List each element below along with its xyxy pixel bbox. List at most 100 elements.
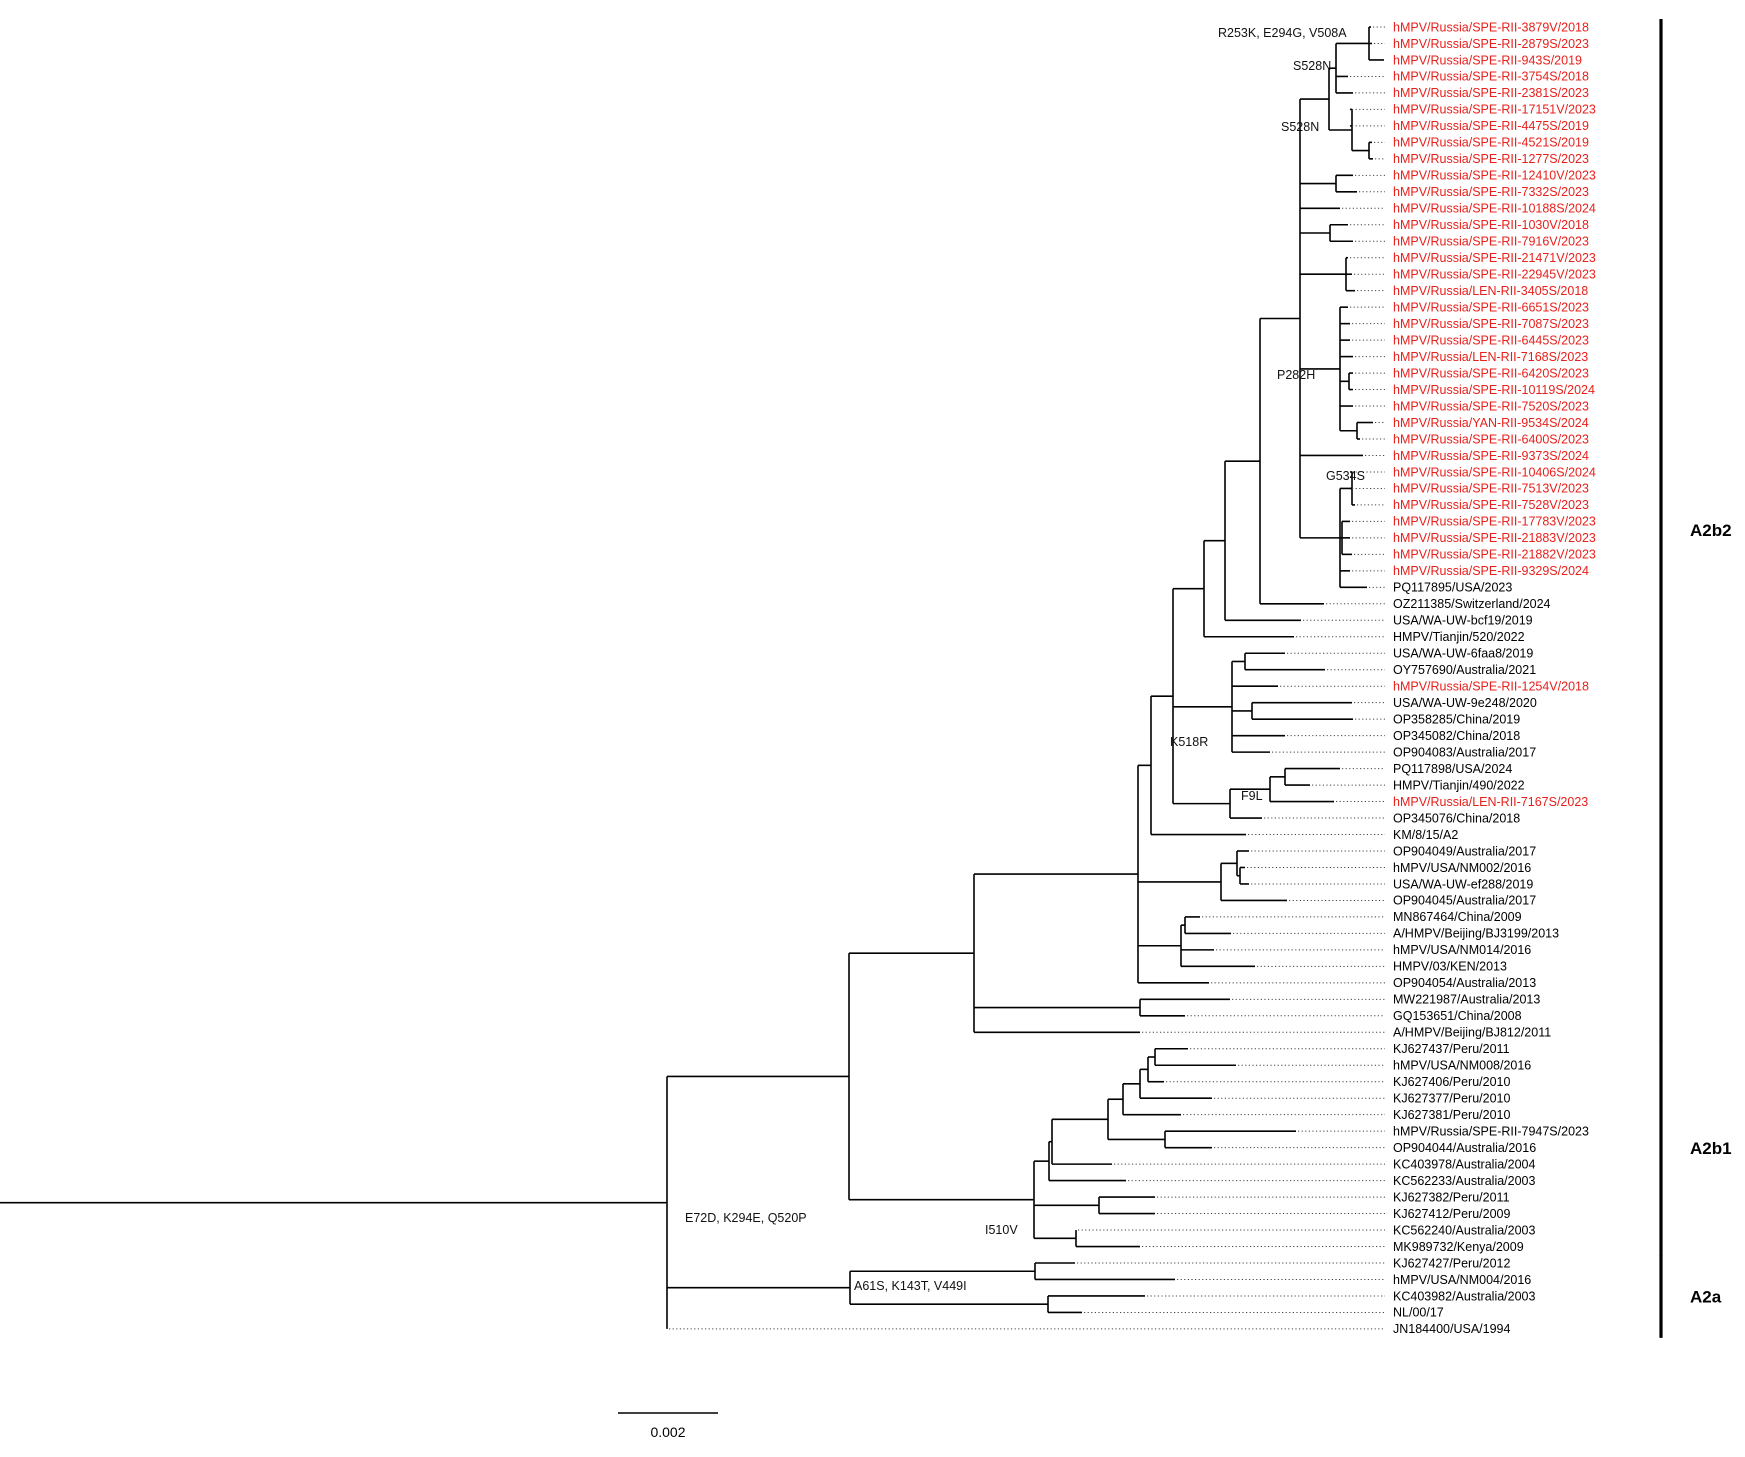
- leaf-label-highlighted: hMPV/Russia/SPE-RII-12410V/2023: [1393, 169, 1596, 183]
- mutation-label: A61S, K143T, V449I: [854, 1279, 967, 1293]
- leaf-label: OP904083/Australia/2017: [1393, 745, 1536, 759]
- leaf-label: JN184400/USA/1994: [1393, 1322, 1510, 1336]
- leaf-label-highlighted: hMPV/Russia/SPE-RII-1030V/2018: [1393, 218, 1589, 232]
- mutation-labels: R253K, E294G, V508A S528N S528N P282H G5…: [685, 26, 1365, 1293]
- leaf-label-highlighted: hMPV/Russia/LEN-RII-7167S/2023: [1393, 795, 1588, 809]
- leaf-label: OP904054/Australia/2013: [1393, 976, 1536, 990]
- leaf-label: GQ153651/China/2008: [1393, 1009, 1522, 1023]
- leaf-label: MW221987/Australia/2013: [1393, 993, 1540, 1007]
- leaf-label: KJ627437/Peru/2011: [1393, 1042, 1510, 1056]
- leaf-label: OP904045/Australia/2017: [1393, 894, 1536, 908]
- leaf-label: MK989732/Kenya/2009: [1393, 1240, 1524, 1254]
- leaf-label: KC562240/Australia/2003: [1393, 1223, 1536, 1237]
- leaf-label: PQ117895/USA/2023: [1393, 581, 1512, 595]
- leaf-label: KJ627427/Peru/2012: [1393, 1256, 1511, 1270]
- tree-branches: [0, 26, 1384, 1329]
- mutation-label: G534S: [1326, 469, 1365, 483]
- clade-brackets: A2b2 A2b1 A2a: [1659, 19, 1732, 1338]
- mutation-label: F9L: [1241, 789, 1263, 803]
- leaf-label: OP345076/China/2018: [1393, 811, 1520, 825]
- leaf-label: hMPV/USA/NM002/2016: [1393, 861, 1531, 875]
- leaf-label: HMPV/Tianjin/490/2022: [1393, 778, 1525, 792]
- leaf-label: OZ211385/Switzerland/2024: [1393, 597, 1551, 611]
- leaf-label-highlighted: hMPV/Russia/LEN-RII-7168S/2023: [1393, 350, 1588, 364]
- leaf-label: A/HMPV/Beijing/BJ3199/2013: [1393, 927, 1559, 941]
- leaf-label: USA/WA-UW-6faa8/2019: [1393, 647, 1533, 661]
- leaf-label-highlighted: hMPV/Russia/SPE-RII-7520S/2023: [1393, 399, 1589, 413]
- mutation-label: I510V: [985, 1223, 1018, 1237]
- leaf-label-highlighted: hMPV/Russia/SPE-RII-7528V/2023: [1393, 498, 1589, 512]
- mutation-label: S528N: [1281, 120, 1319, 134]
- leaf-label: USA/WA-UW-ef288/2019: [1393, 877, 1533, 891]
- leaf-label-highlighted: hMPV/Russia/SPE-RII-7916V/2023: [1393, 235, 1589, 249]
- leaf-label-highlighted: hMPV/Russia/SPE-RII-6400S/2023: [1393, 432, 1589, 446]
- leaf-label-highlighted: hMPV/Russia/SPE-RII-2879S/2023: [1393, 37, 1589, 51]
- leaf-label: KC403982/Australia/2003: [1393, 1289, 1536, 1303]
- leaf-label-highlighted: hMPV/Russia/SPE-RII-17151V/2023: [1393, 103, 1596, 117]
- leaf-label-highlighted: hMPV/Russia/SPE-RII-7087S/2023: [1393, 317, 1589, 331]
- leaf-label: USA/WA-UW-bcf19/2019: [1393, 614, 1533, 628]
- leaf-label: HMPV/03/KEN/2013: [1393, 960, 1507, 974]
- leaf-label-highlighted: hMPV/Russia/SPE-RII-6445S/2023: [1393, 333, 1589, 347]
- leaf-label-highlighted: hMPV/Russia/SPE-RII-4475S/2019: [1393, 119, 1589, 133]
- leaf-label: hMPV/USA/NM008/2016: [1393, 1059, 1531, 1073]
- leaf-label: OP904044/Australia/2016: [1393, 1141, 1536, 1155]
- leaf-label-highlighted: hMPV/Russia/YAN-RII-9534S/2024: [1393, 416, 1589, 430]
- leaf-label-highlighted: hMPV/Russia/SPE-RII-2381S/2023: [1393, 86, 1589, 100]
- leaf-label: HMPV/Tianjin/520/2022: [1393, 630, 1525, 644]
- leaf-label: NL/00/17: [1393, 1306, 1444, 1320]
- leaf-label: OY757690/Australia/2021: [1393, 663, 1536, 677]
- leaf-label-highlighted: hMPV/Russia/SPE-RII-10188S/2024: [1393, 202, 1596, 216]
- leaf-label: USA/WA-UW-9e248/2020: [1393, 696, 1537, 710]
- leaf-label-highlighted: hMPV/Russia/SPE-RII-10119S/2024: [1393, 383, 1595, 397]
- leaf-label-highlighted: hMPV/Russia/SPE-RII-1277S/2023: [1393, 152, 1589, 166]
- leaf-label-highlighted: hMPV/Russia/SPE-RII-943S/2019: [1393, 53, 1582, 67]
- leaf-label-highlighted: hMPV/Russia/SPE-RII-6651S/2023: [1393, 300, 1589, 314]
- leaf-label: A/HMPV/Beijing/BJ812/2011: [1393, 1026, 1551, 1040]
- leaf-label-highlighted: hMPV/Russia/SPE-RII-1254V/2018: [1393, 680, 1589, 694]
- mutation-label: R253K, E294G, V508A: [1218, 26, 1347, 40]
- leaf-label-highlighted: hMPV/Russia/SPE-RII-21471V/2023: [1393, 251, 1596, 265]
- mutation-label: E72D, K294E, Q520P: [685, 1211, 807, 1225]
- leaf-label-highlighted: hMPV/Russia/SPE-RII-4521S/2019: [1393, 136, 1589, 150]
- clade-label: A2b1: [1690, 1139, 1732, 1158]
- mutation-label: K518R: [1170, 735, 1208, 749]
- leaf-label-highlighted: hMPV/Russia/SPE-RII-6420S/2023: [1393, 366, 1589, 380]
- leaf-label: KJ627382/Peru/2011: [1393, 1190, 1510, 1204]
- leaf-label-highlighted: hMPV/Russia/SPE-RII-10406S/2024: [1393, 465, 1596, 479]
- leaf-label: MN867464/China/2009: [1393, 910, 1522, 924]
- leaf-label: KJ627412/Peru/2009: [1393, 1207, 1511, 1221]
- clade-label: A2a: [1690, 1287, 1722, 1306]
- leaf-label: KJ627381/Peru/2010: [1393, 1108, 1511, 1122]
- leaf-label-highlighted: hMPV/Russia/SPE-RII-21883V/2023: [1393, 531, 1596, 545]
- leaf-label: OP345082/China/2018: [1393, 729, 1520, 743]
- scale-bar-label: 0.002: [650, 1424, 685, 1440]
- leaf-label-highlighted: hMPV/Russia/SPE-RII-7513V/2023: [1393, 482, 1589, 496]
- leaf-label-highlighted: hMPV/Russia/SPE-RII-22945V/2023: [1393, 268, 1596, 282]
- leaf-label: hMPV/USA/NM014/2016: [1393, 943, 1531, 957]
- leaf-labels: hMPV/Russia/SPE-RII-3879V/2018 hMPV/Russi…: [1393, 20, 1596, 1336]
- leaf-label-highlighted: hMPV/Russia/SPE-RII-17783V/2023: [1393, 515, 1596, 529]
- leaf-label: PQ117898/USA/2024: [1393, 762, 1512, 776]
- leaf-label: KC403978/Australia/2004: [1393, 1157, 1536, 1171]
- leaf-label-highlighted: hMPV/Russia/SPE-RII-7332S/2023: [1393, 185, 1589, 199]
- leaf-label: KC562233/Australia/2003: [1393, 1174, 1536, 1188]
- leaf-label: KJ627377/Peru/2010: [1393, 1092, 1511, 1106]
- leaf-label-highlighted: hMPV/Russia/SPE-RII-3754S/2018: [1393, 70, 1589, 84]
- leaf-label: KJ627406/Peru/2010: [1393, 1075, 1511, 1089]
- leaf-label-highlighted: hMPV/Russia/LEN-RII-3405S/2018: [1393, 284, 1588, 298]
- leaf-connectors: [669, 26, 1385, 1330]
- leaf-label-highlighted: hMPV/Russia/SPE-RII-9329S/2024: [1393, 564, 1589, 578]
- leaf-label: KM/8/15/A2: [1393, 828, 1458, 842]
- leaf-label: OP904049/Australia/2017: [1393, 844, 1536, 858]
- leaf-label-highlighted: hMPV/Russia/SPE-RII-3879V/2018: [1393, 20, 1589, 34]
- leaf-label: hMPV/Russia/SPE-RII-7947S/2023: [1393, 1124, 1589, 1138]
- leaf-label-highlighted: hMPV/Russia/SPE-RII-21882V/2023: [1393, 548, 1596, 562]
- mutation-label: P282H: [1277, 368, 1315, 382]
- leaf-label: OP358285/China/2019: [1393, 712, 1520, 726]
- leaf-label: hMPV/USA/NM004/2016: [1393, 1273, 1531, 1287]
- leaf-label-highlighted: hMPV/Russia/SPE-RII-9373S/2024: [1393, 449, 1589, 463]
- scale-bar: 0.002: [618, 1412, 718, 1440]
- clade-label: A2b2: [1690, 521, 1732, 540]
